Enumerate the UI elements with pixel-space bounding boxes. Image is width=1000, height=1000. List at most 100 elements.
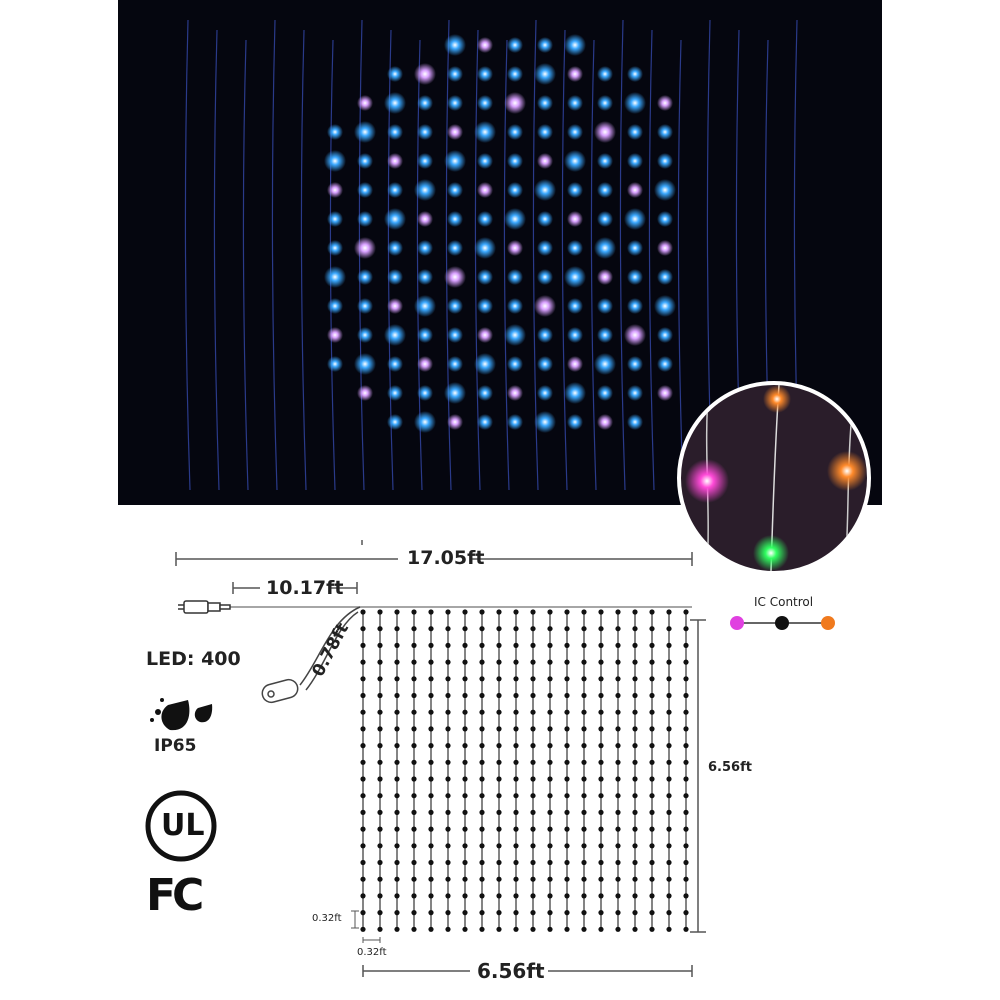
- led-dot: [547, 876, 553, 882]
- led-dot: [530, 893, 536, 899]
- led-dot: [632, 726, 638, 732]
- led-dot: [683, 776, 689, 782]
- led-dot: [445, 726, 451, 732]
- glowing-led: [507, 414, 523, 430]
- led-dot: [462, 659, 468, 665]
- led-dot: [598, 626, 604, 632]
- glowing-led: [417, 327, 433, 343]
- led-dot: [598, 843, 604, 849]
- glowing-led: [387, 124, 403, 140]
- led-dot: [411, 893, 417, 899]
- led-dot: [445, 759, 451, 765]
- led-dot: [666, 809, 672, 816]
- led-dot: [445, 826, 451, 832]
- led-dot: [564, 843, 570, 849]
- led-dot: [513, 826, 519, 832]
- led-dot: [530, 743, 536, 749]
- light-strand: [184, 19, 191, 491]
- glowing-led: [474, 121, 496, 143]
- led-dot: [632, 826, 638, 832]
- glowing-led: [567, 66, 583, 82]
- glowing-led: [624, 208, 646, 230]
- glowing-led: [507, 66, 523, 82]
- led-dot: [411, 642, 417, 649]
- light-strand: [329, 39, 336, 491]
- led-dot: [564, 893, 570, 899]
- led-dot: [683, 926, 689, 932]
- led-dot: [411, 726, 417, 732]
- led-dot: [615, 676, 621, 682]
- glowing-led: [417, 240, 433, 256]
- led-dot: [581, 709, 587, 715]
- led-dot: [649, 793, 655, 799]
- led-dot: [530, 626, 536, 632]
- led-dot: [445, 809, 451, 816]
- led-dot: [377, 843, 383, 849]
- glowing-led: [657, 153, 673, 169]
- led-dot: [496, 743, 502, 749]
- led-dot: [632, 809, 638, 816]
- glowing-led: [594, 121, 616, 143]
- glowing-led: [444, 150, 466, 172]
- led-dot: [666, 692, 672, 699]
- led-dot: [632, 743, 638, 749]
- led-dot: [394, 843, 400, 849]
- led-dot: [394, 893, 400, 899]
- glowing-led: [657, 356, 673, 372]
- led-dot: [581, 893, 587, 899]
- led-dot: [581, 859, 587, 866]
- led-dot: [598, 826, 604, 832]
- lead-length-label: 10.17ft: [266, 577, 344, 599]
- led-dot: [547, 642, 553, 649]
- led-dot: [394, 676, 400, 682]
- led-dot: [513, 726, 519, 732]
- led-dot: [683, 709, 689, 715]
- led-dot: [683, 659, 689, 665]
- glowing-led: [507, 240, 523, 256]
- glowing-led: [447, 327, 463, 343]
- led-dot: [462, 743, 468, 749]
- glowing-led: [564, 150, 586, 172]
- led-dot: [547, 776, 553, 782]
- glowing-led: [354, 121, 376, 143]
- led-dot: [632, 893, 638, 899]
- glowing-led: [354, 237, 376, 259]
- led-dot: [581, 926, 587, 932]
- glowing-led: [507, 385, 523, 401]
- led-dot: [564, 910, 570, 916]
- led-dot: [615, 759, 621, 765]
- led-dot: [649, 726, 655, 732]
- glowing-led: [507, 356, 523, 372]
- led-dot: [411, 826, 417, 832]
- glowing-led: [357, 211, 373, 227]
- led-dot: [632, 709, 638, 715]
- glowing-led: [597, 298, 613, 314]
- led-dot: [360, 726, 366, 732]
- led-dot: [547, 626, 553, 632]
- led-dot: [581, 826, 587, 832]
- led-dot: [411, 776, 417, 782]
- led-dot: [360, 759, 366, 765]
- led-dot: [598, 692, 604, 699]
- led-dot: [496, 793, 502, 799]
- led-dot: [513, 926, 519, 932]
- led-dot: [564, 876, 570, 882]
- glowing-led: [537, 153, 553, 169]
- glowing-led: [537, 37, 553, 53]
- light-strand: [590, 39, 597, 491]
- led-dot: [683, 759, 689, 765]
- led-dot: [666, 676, 672, 682]
- led-dot: [360, 859, 366, 866]
- led-dot: [683, 676, 689, 682]
- led-dot: [377, 626, 383, 632]
- glowing-led: [597, 66, 613, 82]
- glowing-led: [387, 356, 403, 372]
- led-dot: [564, 692, 570, 699]
- led-dot: [649, 659, 655, 665]
- glowing-led: [567, 124, 583, 140]
- led-dot: [683, 642, 689, 649]
- led-dot: [479, 642, 485, 649]
- led-dot: [394, 692, 400, 699]
- led-dot: [496, 859, 502, 866]
- led-dot: [598, 743, 604, 749]
